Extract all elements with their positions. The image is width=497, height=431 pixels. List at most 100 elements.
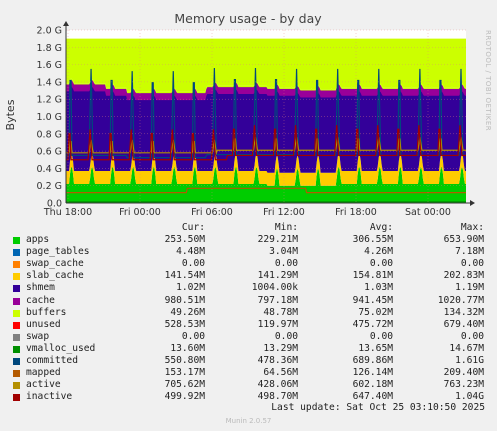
legend-avg: 941.45M xyxy=(352,294,393,306)
x-tick-label: Fri 12:00 xyxy=(263,207,305,218)
legend-min: 119.97M xyxy=(257,318,298,330)
y-tick-label: 1.2 G xyxy=(37,95,63,106)
axes: 0.0 0.2 G 0.4 G 0.6 G 0.8 G 1.0 G 1.2 G 1.4 G 1.… xyxy=(37,21,475,218)
area-unused xyxy=(66,38,466,92)
legend-cur: 705.62M xyxy=(164,379,205,391)
y-tick-label: 1.4 G xyxy=(37,77,63,88)
col-avg: Avg: xyxy=(369,222,393,233)
legend-max: 134.32M xyxy=(443,306,484,318)
legend-min: 428.06M xyxy=(257,379,298,391)
legend-row-inactive: inactive 499.92M 498.70M 647.40M 1.04G xyxy=(10,391,488,403)
legend-cur: 980.51M xyxy=(164,294,205,306)
legend-min: 229.21M xyxy=(257,234,298,246)
legend-name: inactive xyxy=(26,391,73,403)
y-tick-label: 1.0 G xyxy=(37,112,63,123)
legend-min: 498.70M xyxy=(257,391,298,403)
legend-name: page_tables xyxy=(26,246,90,258)
line-inactive xyxy=(66,125,466,161)
legend-cur: 253.50M xyxy=(164,234,205,246)
legend-max: 0.00 xyxy=(460,258,484,270)
legend-avg: 689.86M xyxy=(352,355,393,367)
legend-avg: 154.81M xyxy=(352,270,393,282)
line-mapped xyxy=(66,187,466,194)
legend-row-slab-cache: slab_cache 141.54M 141.29M 154.81M 202.83M xyxy=(10,270,488,282)
last-update: Last update: Sat Oct 25 03:10:50 2025 xyxy=(271,402,485,413)
legend-avg: 0.00 xyxy=(369,258,393,270)
y-axis-label: Bytes xyxy=(4,99,17,130)
legend-swatch xyxy=(13,321,20,329)
legend-cur: 13.60M xyxy=(170,342,205,354)
legend-row-active: active 705.62M 428.06M 602.18M 763.23M xyxy=(10,379,488,391)
legend-name: active xyxy=(26,379,61,391)
legend-min: 478.36M xyxy=(257,355,298,367)
legend-swatch xyxy=(13,285,20,293)
y-tick-label: 0.2 G xyxy=(37,181,63,192)
x-tick-label: Fri 18:00 xyxy=(335,207,377,218)
legend-max: 653.90M xyxy=(443,234,484,246)
y-tick-label: 0.8 G xyxy=(37,129,63,140)
legend-cur: 499.92M xyxy=(164,391,205,403)
legend-swatch xyxy=(13,237,20,245)
legend-row-vmalloc-used: vmalloc_used 13.60M 13.29M 13.65M 14.67M xyxy=(10,343,488,355)
legend-min: 13.29M xyxy=(263,342,298,354)
legend-avg: 126.14M xyxy=(352,367,393,379)
legend-swatch xyxy=(13,370,20,378)
legend-row-shmem: shmem 1.02M 1004.00k 1.03M 1.19M xyxy=(10,282,488,294)
x-tick-label: Fri 00:00 xyxy=(119,207,161,218)
legend-row-swap: swap 0.00 0.00 0.00 0.00 xyxy=(10,331,488,343)
chart-title: Memory usage - by day xyxy=(174,11,322,26)
legend-name: swap xyxy=(26,330,50,342)
legend-swatch xyxy=(13,345,20,353)
legend-avg: 0.00 xyxy=(369,330,393,342)
y-tick-label: 0.4 G xyxy=(37,164,63,175)
col-cur: Cur: xyxy=(181,222,205,233)
legend-avg: 4.26M xyxy=(364,246,393,258)
legend-row-committed: committed 550.80M 478.36M 689.86M 1.61G xyxy=(10,355,488,367)
munin-version: Munin 2.0.57 xyxy=(225,417,272,425)
legend-max: 679.40M xyxy=(443,318,484,330)
legend-swatch xyxy=(13,261,20,269)
legend-swatch xyxy=(13,273,20,281)
area-slab-cache xyxy=(66,153,466,186)
legend-table: Cur: Min: Avg: Max: apps 253.50M 229.21M 30… xyxy=(10,222,488,403)
legend-swatch xyxy=(13,382,20,390)
legend-name: unused xyxy=(26,318,61,330)
x-tick-label: Sat 00:00 xyxy=(405,207,451,218)
area-cache-upper xyxy=(66,80,466,101)
legend-header: Cur: Min: Avg: Max: xyxy=(10,222,488,234)
legend-min: 64.56M xyxy=(263,367,298,379)
y-tick-label: 0.0 xyxy=(47,199,62,210)
legend-avg: 602.18M xyxy=(352,379,393,391)
legend-swatch xyxy=(13,394,20,402)
legend-name: cache xyxy=(26,294,55,306)
legend-avg: 306.55M xyxy=(352,234,393,246)
plot-area xyxy=(66,38,466,203)
legend-name: swap_cache xyxy=(26,258,84,270)
legend-name: shmem xyxy=(26,282,55,294)
y-axis-arrow-icon xyxy=(63,21,69,26)
legend-max: 1020.77M xyxy=(437,294,484,306)
area-cache xyxy=(66,80,466,173)
legend-min: 141.29M xyxy=(257,270,298,282)
legend-row-unused: unused 528.53M 119.97M 475.72M 679.40M xyxy=(10,319,488,331)
legend-avg: 13.65M xyxy=(358,342,393,354)
legend-row-buffers: buffers 49.26M 48.78M 75.02M 134.32M xyxy=(10,307,488,319)
line-committed xyxy=(66,68,466,159)
legend-max: 1.19M xyxy=(455,282,484,294)
legend-avg: 75.02M xyxy=(358,306,393,318)
legend-name: committed xyxy=(26,355,78,367)
legend-max: 7.18M xyxy=(455,246,484,258)
legend-name: vmalloc_used xyxy=(26,342,96,354)
legend-min: 0.00 xyxy=(274,330,298,342)
legend-name: mapped xyxy=(26,367,61,379)
legend-swatch xyxy=(13,249,20,257)
legend-max: 14.67M xyxy=(449,342,484,354)
legend-max: 1.61G xyxy=(455,355,484,367)
y-tick-label: 0.6 G xyxy=(37,147,63,158)
legend-max: 209.40M xyxy=(443,367,484,379)
legend-swatch xyxy=(13,309,20,317)
legend-row-mapped: mapped 153.17M 64.56M 126.14M 209.40M xyxy=(10,367,488,379)
legend-avg: 647.40M xyxy=(352,391,393,403)
legend-cur: 0.00 xyxy=(181,330,205,342)
legend-name: slab_cache xyxy=(26,270,84,282)
